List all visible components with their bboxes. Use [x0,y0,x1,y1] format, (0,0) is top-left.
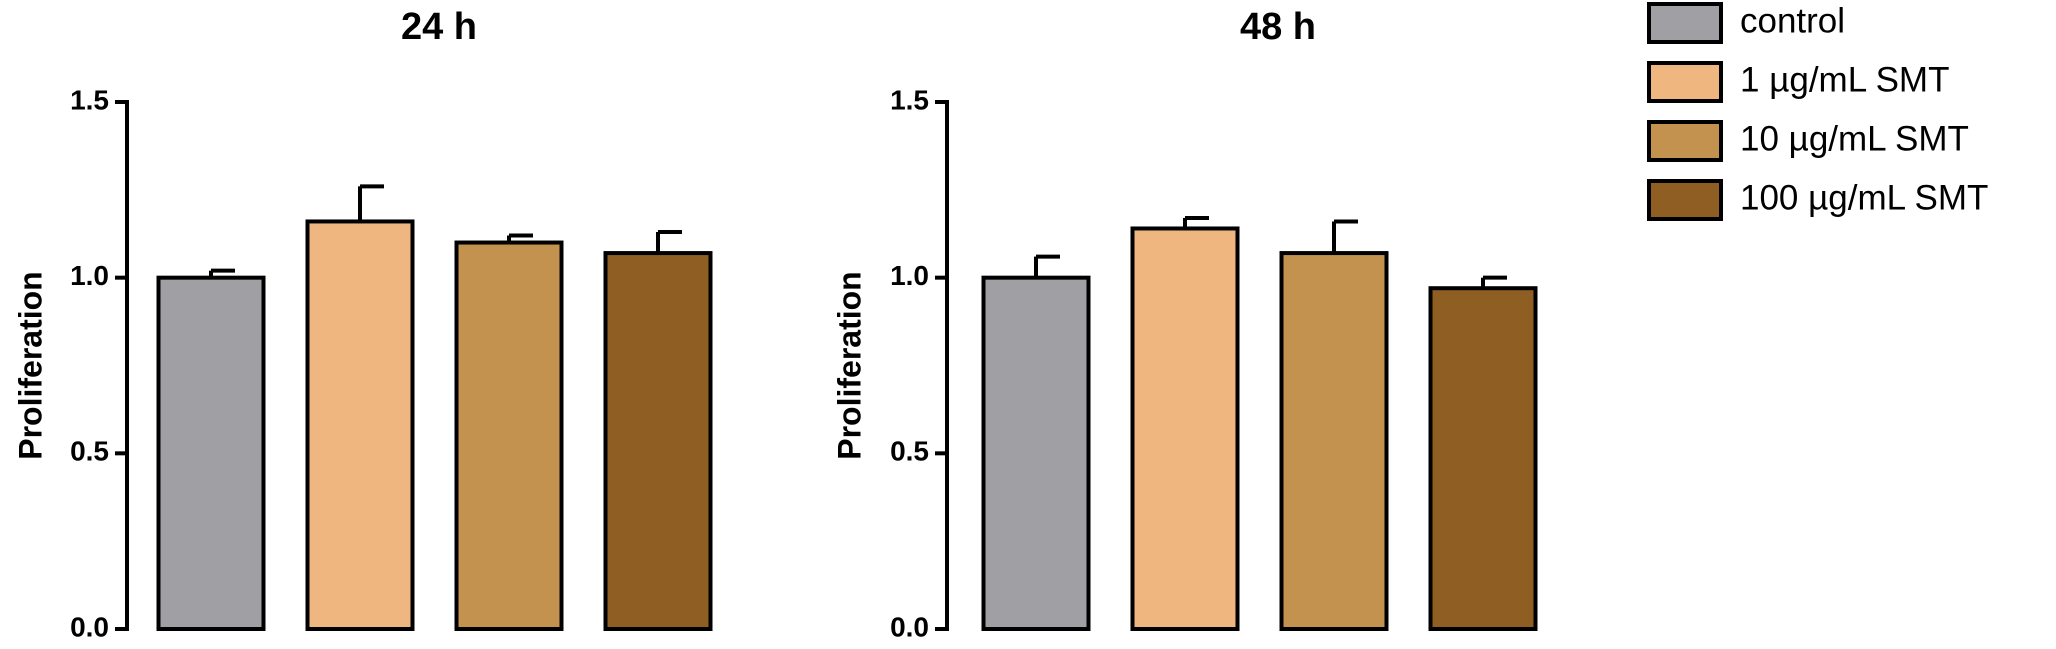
legend-swatch [1647,2,1723,44]
legend-label: 1 µg/mL SMT [1740,60,1949,99]
y-tick-label: 1.0 [890,260,929,291]
y-tick-label: 1.5 [890,84,929,115]
bar [156,275,266,631]
legend-swatch [1647,61,1723,103]
bar [1279,251,1389,631]
legend-swatch [1647,179,1723,221]
y-tick-label: 0.0 [890,611,929,642]
bar [1130,226,1240,631]
legend-swatch [1647,120,1723,162]
bar [603,251,713,631]
bar [1428,286,1538,631]
y-tick-label: 0.0 [70,611,109,642]
bar [454,240,564,632]
y-tick-label: 0.5 [70,436,109,467]
bar [305,219,415,631]
chart-title: 48 h [1240,6,1316,48]
legend-label: control [1740,1,1845,40]
y-axis-label: Proliferation [831,271,867,459]
legend-label: 100 µg/mL SMT [1740,178,1988,217]
chart-title: 24 h [401,6,477,48]
y-tick-label: 0.5 [890,436,929,467]
y-axis-label: Proliferation [12,271,48,459]
y-tick-label: 1.0 [70,260,109,291]
legend-label: 10 µg/mL SMT [1740,119,1969,158]
y-tick-label: 1.5 [70,84,109,115]
bar [981,275,1091,631]
